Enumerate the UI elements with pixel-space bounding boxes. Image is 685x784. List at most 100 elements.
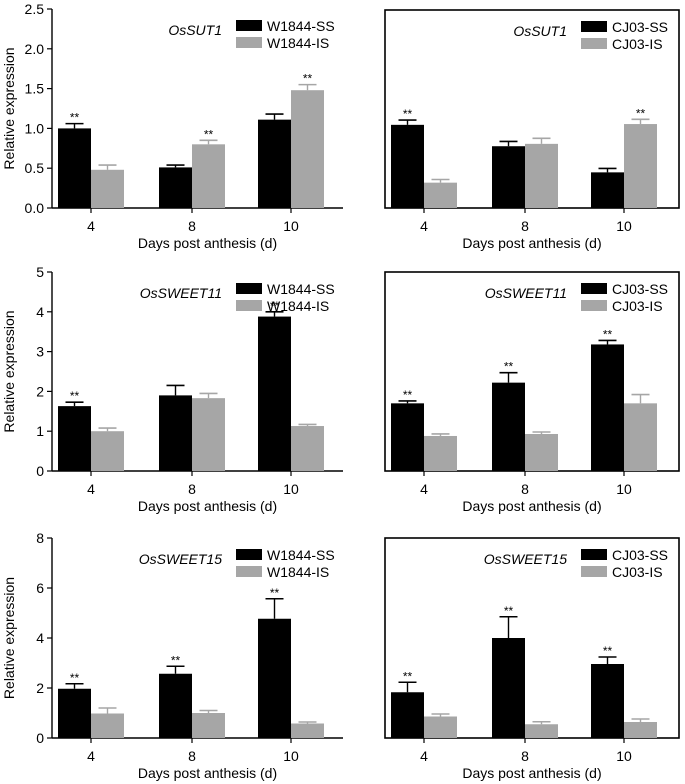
bar-CJ03-IS-8 bbox=[525, 143, 558, 208]
legend-label: CJ03-IS bbox=[612, 298, 663, 314]
bar-W1844-SS-10 bbox=[258, 316, 291, 471]
legend-label: W1844-IS bbox=[267, 35, 329, 51]
x-tick-label: 8 bbox=[188, 748, 196, 764]
legend-label: W1844-SS bbox=[267, 18, 335, 34]
x-axis-label: Days post anthesis (d) bbox=[462, 235, 601, 251]
bar-W1844-IS-4 bbox=[91, 713, 124, 738]
bar-CJ03-SS-4 bbox=[391, 124, 424, 208]
legend-label: CJ03-SS bbox=[612, 19, 668, 35]
chart-panel-6: ** 4 ** 8 ** 10 Days post anthesis (d) OsSWEET1… bbox=[384, 537, 680, 781]
significance-mark: ** bbox=[270, 299, 280, 313]
y-tick-label: 6 bbox=[36, 580, 44, 596]
bar-W1844-SS-10 bbox=[258, 618, 291, 738]
significance-mark: ** bbox=[70, 671, 80, 685]
x-tick-label: 4 bbox=[87, 218, 95, 234]
bar-W1844-SS-8 bbox=[159, 395, 192, 471]
legend-swatch-CJ03-SS bbox=[581, 549, 607, 560]
bar-CJ03-SS-8 bbox=[492, 382, 525, 471]
x-axis-label: Days post anthesis (d) bbox=[462, 765, 601, 781]
legend-label: W1844-IS bbox=[267, 564, 329, 580]
bar-W1844-SS-8 bbox=[159, 167, 192, 208]
bar-CJ03-IS-10 bbox=[624, 124, 657, 208]
bar-CJ03-IS-4 bbox=[424, 716, 457, 738]
legend-label: W1844-SS bbox=[267, 547, 335, 563]
x-tick-label: 10 bbox=[616, 748, 632, 764]
y-tick-label: 4 bbox=[36, 630, 44, 646]
y-axis-label: Relative expression bbox=[1, 47, 17, 169]
chart-panel-3: 0 1 2 3 4 5 Relative expression ** 4 8 ** 10 Days po… bbox=[1, 264, 343, 514]
y-tick-label: 0 bbox=[36, 463, 44, 479]
x-axis-label: Days post anthesis (d) bbox=[462, 498, 601, 514]
legend-swatch-W1844-SS bbox=[236, 283, 262, 294]
y-tick-label: 1.0 bbox=[25, 120, 45, 136]
y-tick-label: 3 bbox=[36, 344, 44, 360]
chart-panel-4: ** 4 ** 8 ** 10 Days post anthesis (d) OsSWEET1… bbox=[384, 271, 680, 514]
x-tick-label: 10 bbox=[283, 481, 299, 497]
legend-label: CJ03-SS bbox=[612, 547, 668, 563]
gene-title: OsSWEET11 bbox=[140, 285, 222, 301]
bar-W1844-SS-10 bbox=[258, 119, 291, 208]
bar-CJ03-IS-8 bbox=[525, 433, 558, 471]
x-axis-label: Days post anthesis (d) bbox=[138, 765, 277, 781]
gene-title: OsSUT1 bbox=[513, 23, 567, 39]
bar-CJ03-IS-10 bbox=[624, 722, 657, 738]
legend-label: CJ03-IS bbox=[612, 36, 663, 52]
gene-title: OsSWEET15 bbox=[484, 551, 567, 567]
x-tick-label: 8 bbox=[188, 481, 196, 497]
y-axis-label: Relative expression bbox=[1, 577, 17, 699]
legend-swatch-CJ03-SS bbox=[581, 283, 607, 294]
x-tick-label: 10 bbox=[616, 481, 632, 497]
significance-mark: ** bbox=[270, 586, 280, 600]
bar-W1844-IS-4 bbox=[91, 431, 124, 471]
x-tick-label: 8 bbox=[521, 218, 529, 234]
significance-mark: ** bbox=[303, 72, 313, 86]
y-tick-label: 1.5 bbox=[25, 81, 45, 97]
y-tick-label: 2 bbox=[36, 383, 44, 399]
gene-title: OsSWEET11 bbox=[485, 285, 567, 301]
significance-mark: ** bbox=[70, 111, 80, 125]
bar-CJ03-IS-4 bbox=[424, 182, 457, 208]
bar-CJ03-SS-10 bbox=[591, 664, 624, 738]
legend-label: W1844-IS bbox=[267, 298, 329, 314]
bar-W1844-IS-8 bbox=[192, 144, 225, 208]
x-axis-label: Days post anthesis (d) bbox=[138, 235, 277, 251]
y-tick-label: 4 bbox=[36, 304, 44, 320]
bar-W1844-IS-8 bbox=[192, 398, 225, 471]
x-tick-label: 4 bbox=[87, 748, 95, 764]
legend-swatch-W1844-IS bbox=[236, 37, 262, 48]
x-tick-label: 8 bbox=[521, 748, 529, 764]
significance-mark: ** bbox=[603, 644, 613, 658]
bar-W1844-SS-4 bbox=[58, 688, 91, 738]
x-tick-label: 4 bbox=[420, 748, 428, 764]
bar-CJ03-SS-8 bbox=[492, 146, 525, 208]
significance-mark: ** bbox=[504, 604, 514, 618]
legend-swatch-W1844-IS bbox=[236, 566, 262, 577]
bar-CJ03-SS-4 bbox=[391, 403, 424, 471]
legend-swatch-CJ03-IS bbox=[581, 300, 607, 311]
y-tick-label: 0 bbox=[36, 730, 44, 746]
legend-swatch-W1844-IS bbox=[236, 300, 262, 311]
y-tick-label: 2.5 bbox=[25, 1, 45, 17]
legend-label: W1844-SS bbox=[267, 281, 335, 297]
chart-panel-1: 0.0 0.5 1.0 1.5 2.0 2.5 Relative expression ** 4… bbox=[1, 1, 343, 251]
chart-panel-5: 0 2 4 6 8 Relative expression ** 4 ** 8 ** 10 Days p… bbox=[1, 530, 343, 781]
significance-mark: ** bbox=[403, 388, 413, 402]
y-axis-label: Relative expression bbox=[1, 310, 17, 432]
bar-CJ03-IS-10 bbox=[624, 403, 657, 471]
x-tick-label: 4 bbox=[87, 481, 95, 497]
bar-W1844-SS-4 bbox=[58, 406, 91, 471]
significance-mark: ** bbox=[204, 127, 214, 141]
legend-swatch-CJ03-IS bbox=[581, 38, 607, 49]
legend-swatch-CJ03-IS bbox=[581, 566, 607, 577]
y-tick-label: 2.0 bbox=[25, 41, 45, 57]
bar-CJ03-SS-8 bbox=[492, 638, 525, 738]
chart-panel-2: ** 4 8 ** 10 Days post anthesis (d) OsSUT1 CJ03… bbox=[384, 9, 680, 251]
x-tick-label: 10 bbox=[283, 218, 299, 234]
significance-mark: ** bbox=[70, 389, 80, 403]
significance-mark: ** bbox=[636, 106, 646, 120]
bar-W1844-IS-8 bbox=[192, 713, 225, 738]
legend-swatch-CJ03-SS bbox=[581, 21, 607, 32]
bar-W1844-SS-8 bbox=[159, 673, 192, 738]
bar-CJ03-SS-10 bbox=[591, 344, 624, 471]
